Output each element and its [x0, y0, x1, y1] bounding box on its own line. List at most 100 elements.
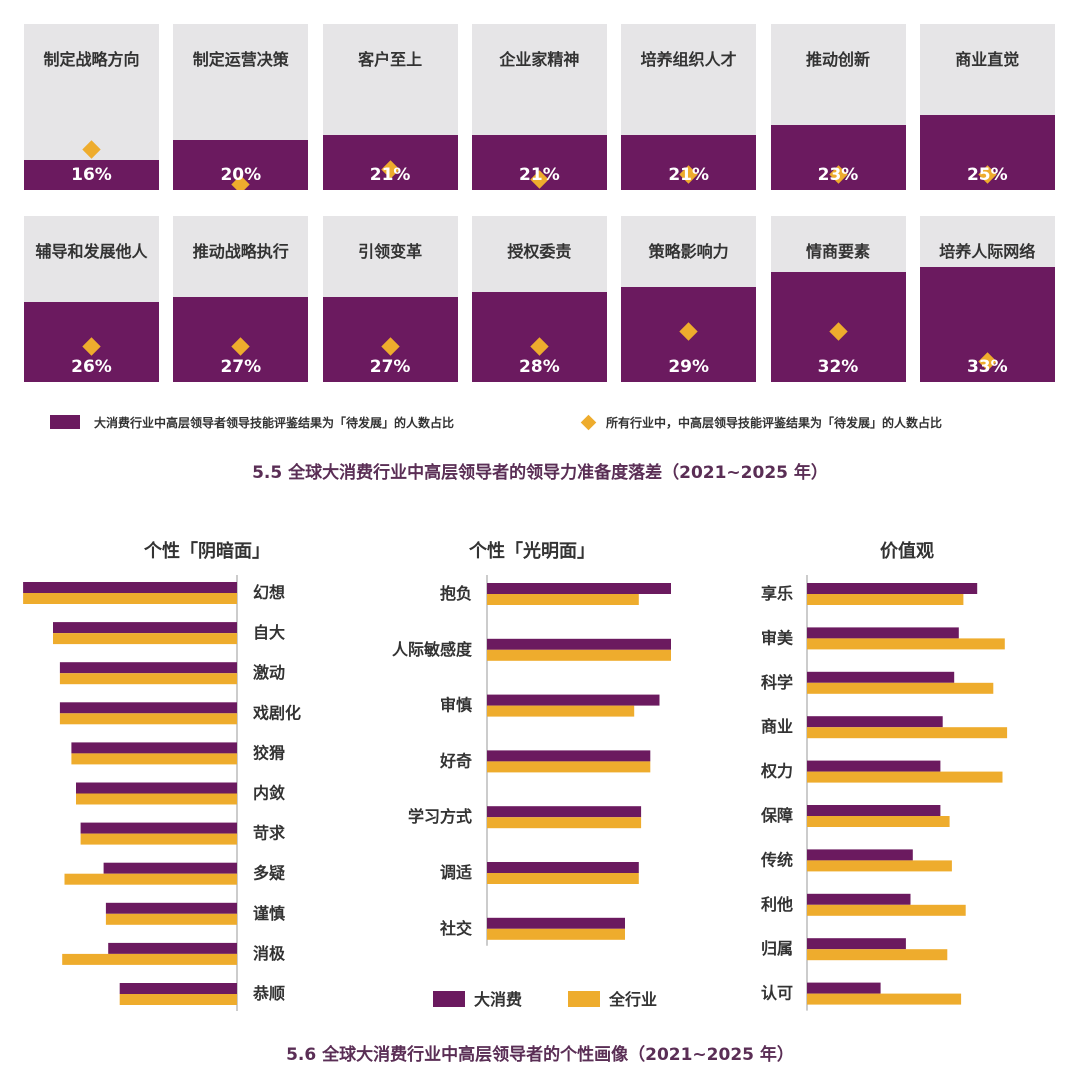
all-industries-bar	[807, 682, 994, 694]
all-industries-bar	[807, 993, 962, 1005]
category-label: 多疑	[253, 864, 285, 883]
consumer-percent: 33%	[966, 357, 1008, 377]
consumer-bar	[487, 862, 639, 873]
category-label: 传统	[760, 850, 793, 869]
category-label: 利他	[761, 895, 793, 914]
leadership-tile: 企业家精神 21%	[471, 24, 607, 190]
all-industries-bar	[487, 705, 635, 717]
leadership-tile: 授权委责 28%	[471, 216, 607, 382]
leadership-tile: 辅导和发展他人 26%	[24, 216, 159, 382]
consumer-bar	[807, 938, 906, 950]
all-industries-bar	[105, 913, 238, 925]
consumer-bar	[108, 942, 237, 954]
consumer-bar	[76, 782, 237, 794]
tile-label: 策略影响力	[648, 242, 729, 261]
category-label: 保障	[760, 806, 793, 825]
consumer-bar	[23, 582, 237, 593]
all-industries-bar	[487, 817, 642, 829]
tile-label: 企业家精神	[499, 50, 580, 69]
consumer-bar	[807, 849, 913, 861]
all-industries-bar	[59, 673, 238, 685]
all-industries-diamond-legend-label: 所有行业中，中高层领导技能评鉴结果为「待发展」的人数占比	[606, 416, 943, 430]
category-label: 自大	[253, 623, 285, 642]
leadership-tile: 培养组织人才 21%	[621, 24, 757, 190]
category-label: 激动	[253, 663, 285, 682]
consumer-bar	[487, 638, 671, 650]
consumer-percent: 26%	[71, 357, 112, 377]
leadership-tile: 策略影响力 29%	[621, 216, 757, 382]
category-label: 好奇	[439, 751, 472, 770]
consumer-percent: 27%	[220, 357, 262, 377]
category-label: 社交	[439, 919, 472, 938]
all-industries-bar	[807, 727, 1008, 739]
all-industries-bar	[487, 649, 671, 661]
leadership-tile: 客户至上 21%	[322, 24, 458, 190]
all-industries-bar	[23, 593, 237, 604]
consumer-bar	[807, 805, 941, 816]
figure-5-6-caption: 5.6 全球大消费行业中高层领导者的个性画像（2021~2025 年）	[286, 1045, 794, 1065]
tile-label: 情商要素	[805, 242, 870, 261]
category-label: 享乐	[761, 584, 793, 603]
all-industries-bar	[487, 761, 651, 773]
consumer-bar	[487, 917, 625, 929]
leadership-tile: 培养人际网络 和合作关系33%	[919, 216, 1055, 382]
consumer-bar	[105, 902, 238, 914]
tile-label: 授权委责	[507, 242, 572, 261]
all-industries-bar	[71, 753, 238, 765]
consumer-bar	[807, 716, 943, 728]
leadership-tile: 商业直觉 25%	[919, 24, 1055, 190]
all-industries-bar	[807, 949, 948, 961]
consumer-bar	[71, 742, 238, 754]
leadership-tile: 情商要素 32%	[770, 216, 906, 382]
all-industries-diamond-legend-swatch	[580, 414, 597, 431]
consumer-bar	[80, 822, 237, 834]
consumer-bar	[487, 694, 660, 706]
consumer-percent: 21%	[519, 165, 560, 185]
consumer-bar	[119, 983, 237, 994]
all-industries-bar	[64, 873, 237, 885]
category-label: 人际敏感度	[392, 640, 473, 659]
all-industries-bar	[807, 860, 952, 872]
tile-label: 辅导和发展他人	[35, 242, 148, 261]
leadership-tile: 推动战略执行 27%	[173, 216, 309, 382]
category-label: 抱负	[440, 584, 472, 603]
all-industries-bar	[59, 713, 238, 725]
consumer-percent: 20%	[220, 165, 262, 185]
category-label: 审慎	[440, 696, 472, 715]
all-industries-diamond	[82, 139, 101, 159]
tile-label: 商业直觉	[955, 50, 1020, 69]
category-label: 学习方式	[408, 807, 472, 826]
consumer-percent: 27%	[369, 357, 411, 377]
all-industries-bar	[807, 771, 1003, 783]
all-industries-legend-swatch	[568, 991, 600, 1007]
all-industries-bar	[119, 994, 237, 1005]
category-label: 归属	[761, 939, 793, 958]
consumer-bar	[487, 806, 642, 818]
consumer-bar	[807, 982, 881, 994]
consumer-bar	[807, 760, 941, 772]
consumer-bar	[807, 583, 978, 594]
all-industries-bar	[62, 953, 238, 965]
consumer-percent: 21%	[668, 165, 710, 185]
category-label: 恭顺	[252, 984, 285, 1003]
tile-label: 推动战略执行	[192, 242, 289, 261]
consumer-bar	[807, 893, 911, 905]
category-label: 消极	[253, 944, 286, 963]
category-label: 戏剧化	[252, 703, 301, 722]
all-industries-bar	[487, 928, 625, 940]
category-label: 科学	[761, 673, 793, 692]
all-industries-bar	[80, 833, 237, 845]
consumer-bar	[103, 862, 237, 874]
consumer-bar	[59, 662, 238, 674]
all-industries-bar	[807, 594, 964, 605]
leadership-tile: 制定运营决策 20%	[173, 24, 309, 190]
consumer-bar	[487, 750, 651, 762]
consumer-percent: 28%	[519, 357, 560, 377]
category-label: 狡猾	[253, 743, 285, 762]
category-label: 审美	[761, 628, 794, 647]
leadership-tile: 制定战略方向 16%	[24, 24, 159, 190]
chart-title: 个性「光明面」	[468, 540, 595, 562]
all-industries-bar	[487, 873, 639, 884]
category-label: 谨慎	[253, 904, 285, 923]
